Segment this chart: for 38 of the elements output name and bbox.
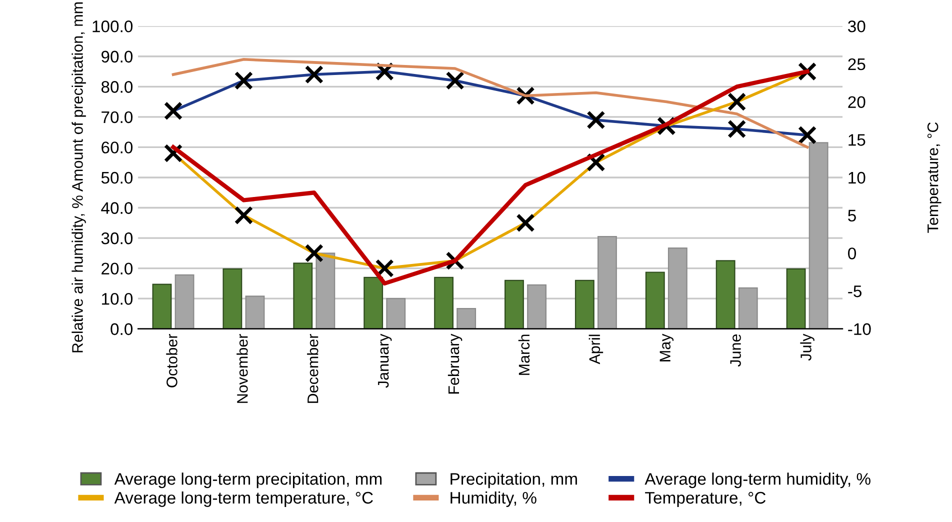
legend-label: Humidity, % xyxy=(450,491,536,507)
x-tick-label: June xyxy=(730,334,741,367)
y-tick-label: 50.0 xyxy=(101,172,133,184)
y2-tick-label: 30 xyxy=(848,20,866,32)
y-tick-label: 100.0 xyxy=(92,20,133,32)
y2-tick-label: -5 xyxy=(848,286,862,298)
y-tick-label: 90.0 xyxy=(102,50,133,63)
y-tick-label: 10.0 xyxy=(102,292,133,305)
x-tick-label: May xyxy=(660,334,674,362)
legend-label: Precipitation, mm xyxy=(450,472,577,488)
legend-label: Temperature, °C xyxy=(645,492,766,507)
x-tick-label: April xyxy=(588,334,604,364)
y2-tick-label: 15 xyxy=(848,134,866,146)
y2-tick-label: 25 xyxy=(848,58,866,70)
y-tick-label: 20.0 xyxy=(102,262,133,275)
x-tick-label: November xyxy=(236,334,248,403)
y2-axis-title: Temperature, °C xyxy=(927,122,942,233)
x-tick-label: March xyxy=(518,334,530,375)
x-tick-label: February xyxy=(448,334,462,394)
y-tick-label: 60.0 xyxy=(102,142,133,154)
legend-label: Average long-term temperature, °C xyxy=(114,491,373,507)
y2-tick-label: 10 xyxy=(848,172,866,184)
x-tick-label: January xyxy=(378,334,392,388)
y-tick-label: 30.0 xyxy=(101,232,133,244)
y2-tick-label: 5 xyxy=(848,210,856,222)
x-tick-label: October xyxy=(166,334,178,388)
y-tick-label: 80.0 xyxy=(101,81,133,93)
y2-tick-label: -10 xyxy=(848,323,871,336)
legend-label: Average long-term humidity, % xyxy=(644,472,870,488)
legend-label: Average long-term precipitation, mm xyxy=(114,472,382,488)
y-tick-label: 70.0 xyxy=(102,111,133,124)
y-tick-label: 40.0 xyxy=(101,202,133,214)
y-axis-title: Relative air humidity, % Amount of precipitation, mm xyxy=(72,2,86,352)
y-tick-label: 0.0 xyxy=(110,323,133,336)
y2-tick-label: 0 xyxy=(848,248,856,260)
x-tick-label: December xyxy=(307,334,318,403)
x-tick-label: July xyxy=(800,334,814,361)
y2-tick-label: 20 xyxy=(848,96,866,108)
